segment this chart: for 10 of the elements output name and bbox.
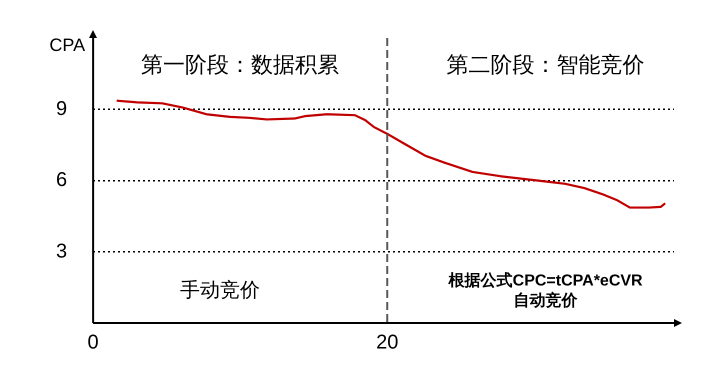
annotation: 第一阶段：数据积累 (141, 52, 340, 78)
y-tick-label: 3 (56, 240, 68, 262)
y-tick-label: 6 (56, 169, 68, 192)
annotation: 第二阶段：智能竞价 (446, 52, 645, 78)
x-tick-label: 20 (376, 332, 398, 354)
annotation: 手动竞价 (180, 280, 260, 302)
y-axis-title: CPA (49, 34, 86, 55)
x-tick-label: 0 (88, 332, 99, 354)
annotation: 根据公式CPC=tCPA*eCVR 自动竞价 (448, 271, 644, 310)
y-tick-label: 9 (56, 98, 68, 120)
